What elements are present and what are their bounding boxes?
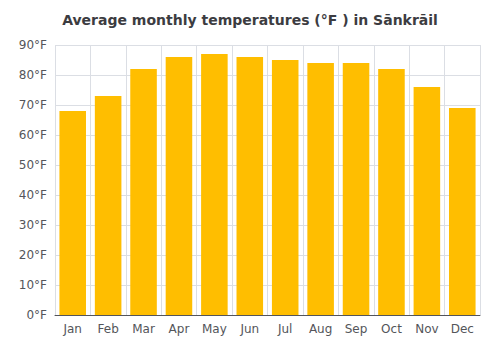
svg-text:70°F: 70°F — [19, 98, 47, 112]
svg-text:Jul: Jul — [277, 322, 292, 336]
svg-text:Apr: Apr — [169, 322, 190, 336]
svg-text:Nov: Nov — [415, 322, 438, 336]
svg-text:Aug: Aug — [309, 322, 332, 336]
svg-text:30°F: 30°F — [19, 218, 47, 232]
svg-text:Sep: Sep — [345, 322, 368, 336]
svg-text:40°F: 40°F — [19, 188, 47, 202]
svg-text:Average monthly temperatures (: Average monthly temperatures (°F ) in Sā… — [62, 12, 438, 28]
svg-text:Dec: Dec — [451, 322, 474, 336]
svg-text:10°F: 10°F — [19, 278, 47, 292]
svg-text:50°F: 50°F — [19, 158, 47, 172]
svg-text:80°F: 80°F — [19, 68, 47, 82]
svg-text:60°F: 60°F — [19, 128, 47, 142]
svg-text:Jan: Jan — [62, 322, 82, 336]
svg-text:Mar: Mar — [132, 322, 155, 336]
svg-text:Jun: Jun — [239, 322, 259, 336]
svg-text:90°F: 90°F — [19, 38, 47, 52]
svg-text:20°F: 20°F — [19, 248, 47, 262]
svg-text:Feb: Feb — [98, 322, 119, 336]
svg-text:0°F: 0°F — [26, 308, 47, 322]
svg-text:Oct: Oct — [381, 322, 402, 336]
svg-text:May: May — [202, 322, 227, 336]
